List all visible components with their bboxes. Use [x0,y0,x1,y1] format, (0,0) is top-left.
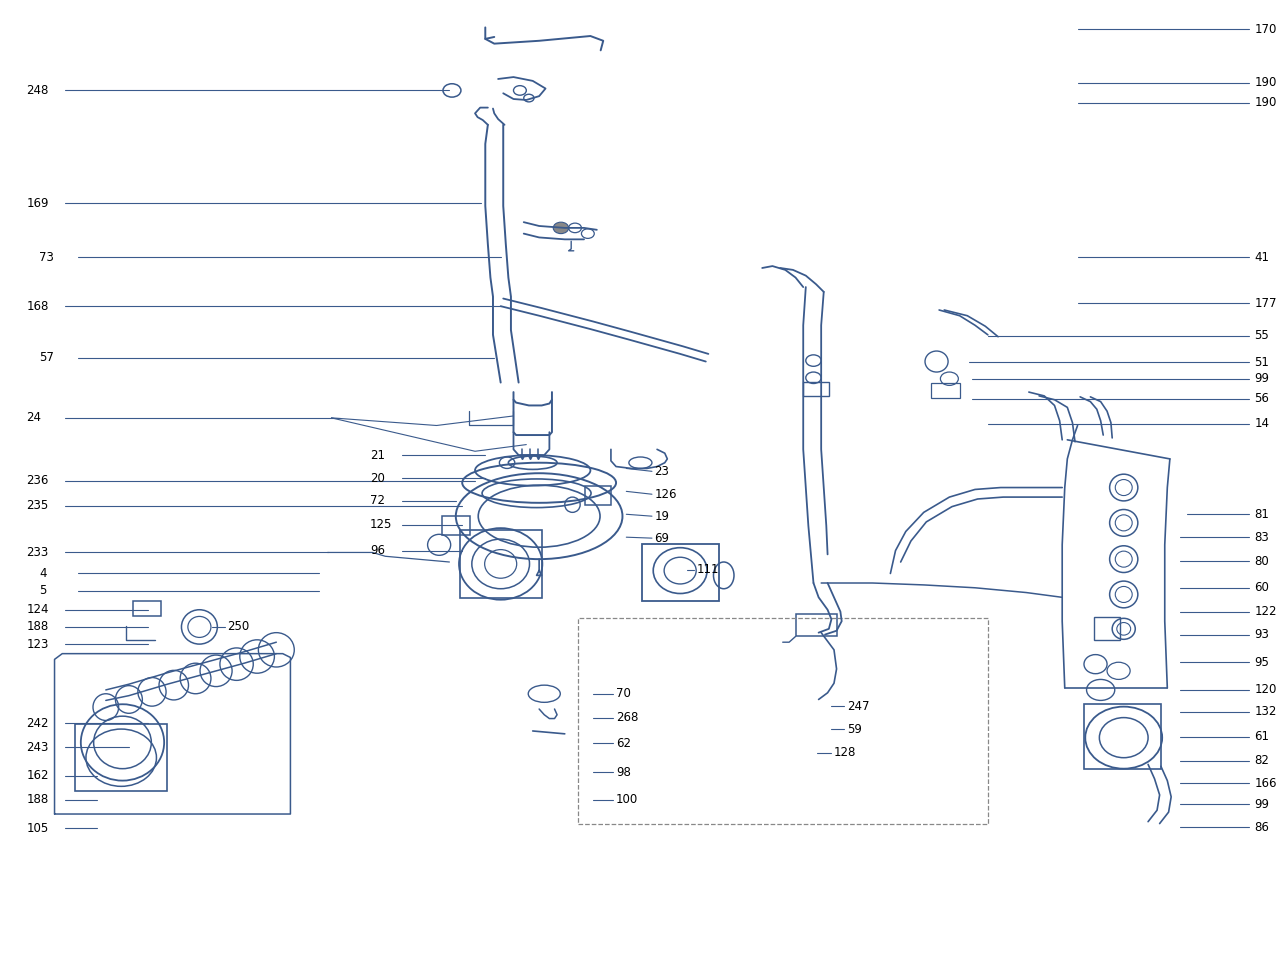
Bar [460,530,542,598]
Text: 20: 20 [370,471,385,485]
Text: 61: 61 [1254,730,1270,743]
Text: 73: 73 [39,251,54,264]
Text: 166: 166 [1254,777,1278,790]
Text: 123: 123 [27,638,49,651]
Text: 170: 170 [1254,23,1276,35]
Text: 190: 190 [1254,76,1276,89]
Text: 5: 5 [39,584,46,598]
Text: 60: 60 [1254,581,1270,595]
Bar [578,619,987,823]
Text: 62: 62 [616,737,630,750]
Text: 82: 82 [1254,754,1270,767]
Text: 59: 59 [847,723,862,735]
Text: 69: 69 [655,532,669,545]
Text: 190: 190 [1254,97,1276,109]
Bar [1094,618,1120,641]
Text: 14: 14 [1254,417,1270,430]
Text: 236: 236 [27,474,49,488]
Bar [74,725,167,792]
Text: 21: 21 [370,448,385,462]
Text: 268: 268 [616,711,638,724]
Text: 99: 99 [1254,372,1270,385]
Bar [132,601,160,617]
Text: 248: 248 [27,84,49,97]
Text: 41: 41 [1254,251,1270,264]
Text: 111: 111 [697,563,719,576]
Text: 169: 169 [27,197,49,209]
Text: 98: 98 [616,766,630,778]
Text: 233: 233 [27,546,49,559]
Text: 188: 188 [27,620,49,634]
Text: 243: 243 [27,741,49,753]
Text: 242: 242 [27,717,49,729]
Text: 247: 247 [847,700,869,712]
Bar [796,614,837,637]
Text: 105: 105 [27,822,49,835]
Text: 55: 55 [1254,329,1270,342]
Text: 128: 128 [835,747,856,759]
Circle shape [553,222,569,233]
Text: 162: 162 [27,770,49,782]
Bar [586,486,611,505]
Text: 250: 250 [227,620,250,634]
Text: 168: 168 [27,299,49,313]
Text: 125: 125 [370,518,393,532]
Text: 80: 80 [1254,554,1270,568]
Text: 235: 235 [27,499,49,512]
Bar [442,516,470,535]
Text: 19: 19 [655,510,669,523]
Text: 57: 57 [39,351,54,364]
Text: 99: 99 [1254,798,1270,811]
Bar [804,381,829,396]
Text: 120: 120 [1254,684,1276,696]
Text: 70: 70 [616,687,630,700]
Text: 177: 177 [1254,296,1278,310]
Text: 23: 23 [655,465,669,478]
Text: 100: 100 [616,793,638,806]
Text: 132: 132 [1254,706,1276,718]
Text: 24: 24 [27,411,41,424]
Text: 188: 188 [27,793,49,806]
Text: 126: 126 [655,488,677,501]
Bar [1084,705,1161,770]
Text: 81: 81 [1254,508,1270,521]
Text: 72: 72 [370,494,385,508]
Text: 124: 124 [27,603,49,617]
Bar [931,383,959,398]
Text: 122: 122 [1254,605,1278,619]
Text: 93: 93 [1254,628,1270,641]
Text: 95: 95 [1254,656,1270,669]
Text: 51: 51 [1254,356,1270,369]
Text: 86: 86 [1254,821,1270,834]
Text: 83: 83 [1254,531,1270,544]
Text: 56: 56 [1254,392,1270,405]
Text: 96: 96 [370,544,385,557]
Bar [642,544,719,601]
Text: 4: 4 [39,567,46,580]
